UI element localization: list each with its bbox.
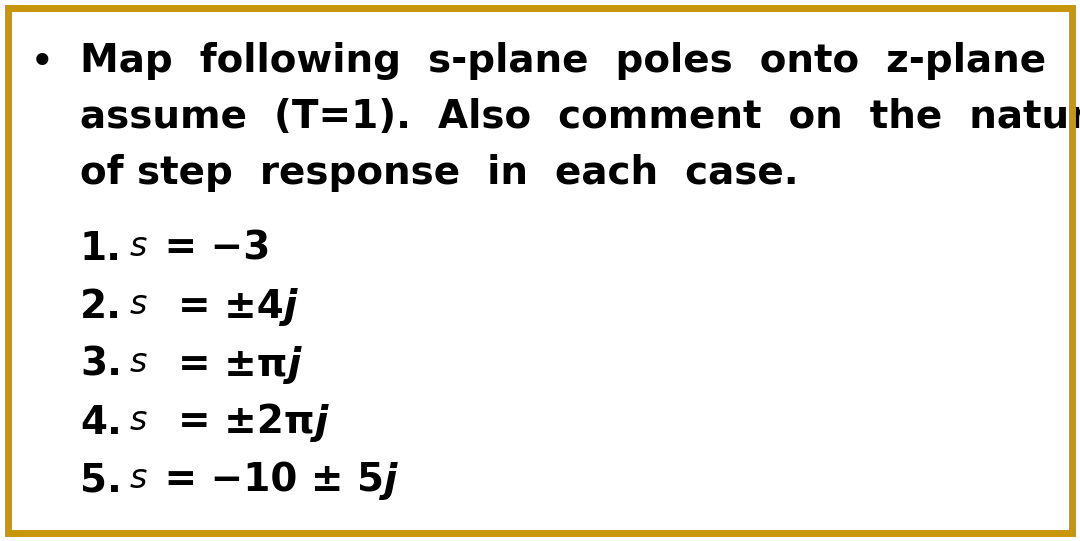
Text: assume  (T=1).  Also  comment  on  the  nature: assume (T=1). Also comment on the nature — [80, 98, 1080, 136]
Text: of step  response  in  each  case.: of step response in each case. — [80, 154, 798, 192]
Text: 1.: 1. — [80, 230, 122, 268]
Text: = −10 ± 5: = −10 ± 5 — [151, 462, 384, 500]
Text: s: s — [130, 288, 147, 321]
Text: s: s — [130, 462, 147, 495]
Text: = ±4: = ±4 — [151, 288, 284, 326]
Text: 3.: 3. — [80, 346, 122, 384]
Text: = ±π: = ±π — [151, 346, 288, 384]
Text: 4.: 4. — [80, 404, 122, 442]
Text: •: • — [30, 42, 55, 84]
Text: 5.: 5. — [80, 462, 122, 500]
Text: = −3: = −3 — [151, 230, 271, 268]
Text: s: s — [130, 404, 147, 437]
Text: s: s — [130, 346, 147, 379]
Text: j: j — [288, 346, 301, 384]
Text: s: s — [130, 230, 147, 263]
Text: j: j — [284, 288, 297, 326]
Text: Map  following  s-plane  poles  onto  z-plane: Map following s-plane poles onto z-plane — [80, 42, 1047, 80]
Text: j: j — [315, 404, 328, 442]
Text: j: j — [384, 462, 397, 500]
Text: 2.: 2. — [80, 288, 122, 326]
Text: = ±2π: = ±2π — [151, 404, 315, 442]
